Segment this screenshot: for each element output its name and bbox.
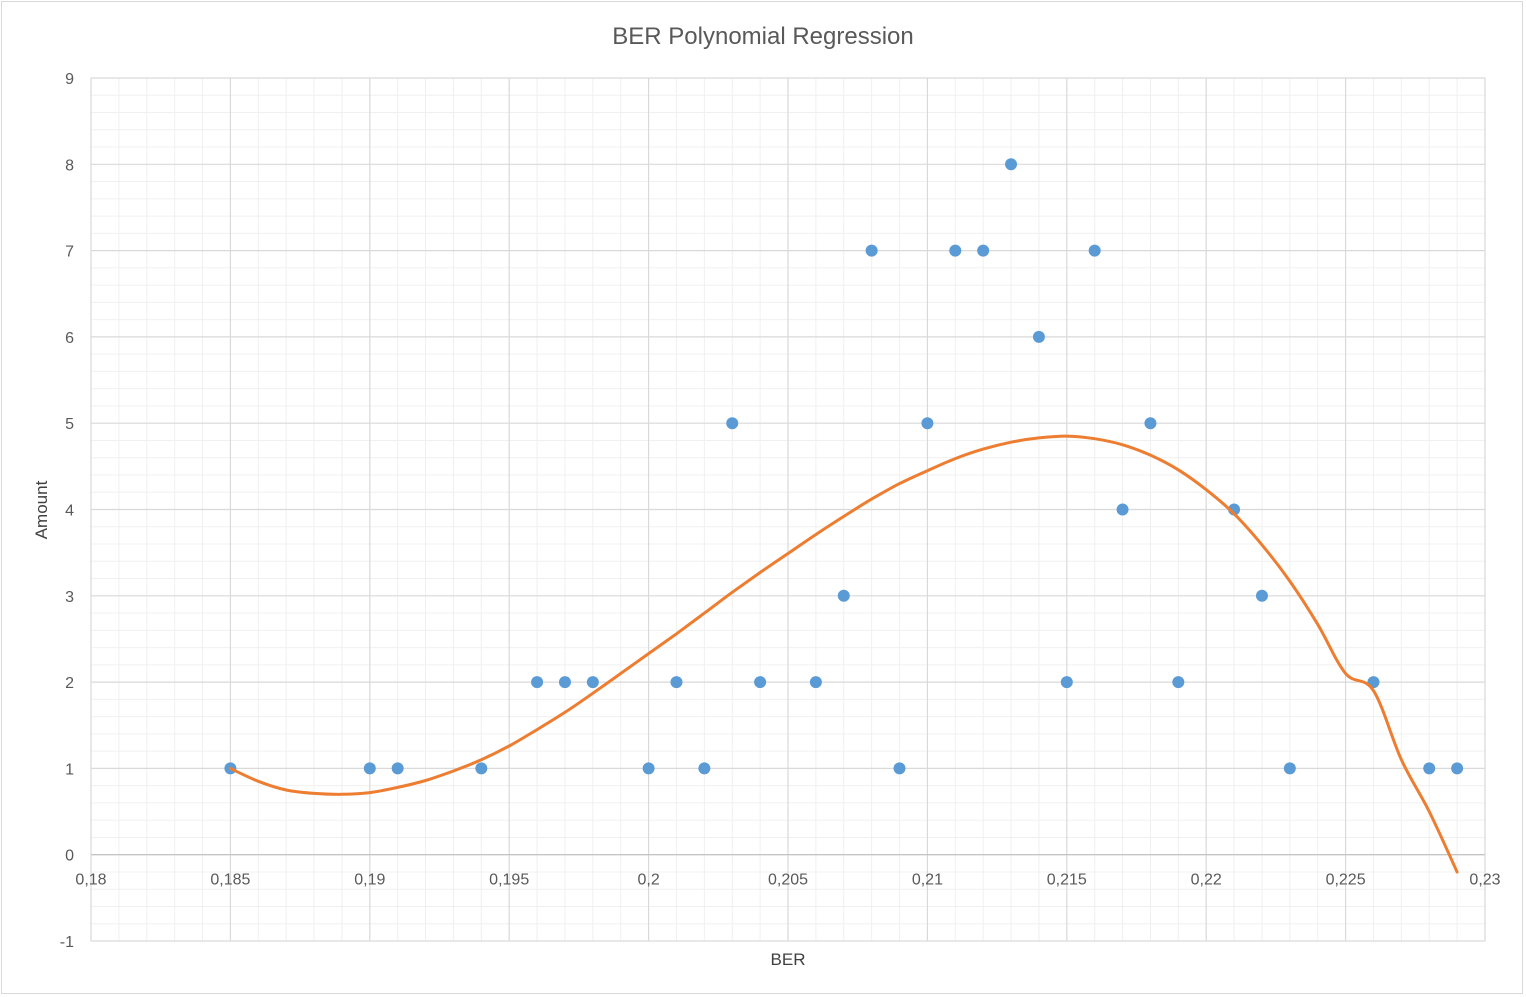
scatter-point (837, 589, 850, 602)
x-tick-label: 0,22 (1191, 872, 1222, 889)
scatter-point (726, 417, 739, 430)
y-axis-label: Amount (32, 480, 51, 539)
scatter-point (670, 676, 683, 689)
scatter-point (1005, 158, 1018, 171)
major-gridlines (90, 77, 1486, 942)
x-tick-label: 0,195 (489, 872, 529, 889)
scatter-point (949, 244, 962, 257)
x-tick-label: 0,18 (75, 872, 106, 889)
y-tick-label: 4 (65, 503, 74, 520)
scatter-point (642, 762, 655, 775)
scatter-point (809, 676, 822, 689)
scatter-point (1172, 676, 1185, 689)
x-tick-label: 0,215 (1047, 872, 1087, 889)
y-tick-label: 3 (65, 589, 74, 606)
y-tick-label: 9 (65, 71, 74, 88)
x-tick-label: 0,2 (637, 872, 659, 889)
scatter-point (1255, 589, 1268, 602)
scatter-point (754, 676, 767, 689)
scatter-point (531, 676, 544, 689)
scatter-point (1116, 503, 1129, 516)
y-tick-label: 8 (65, 157, 74, 174)
polynomial-trendline (228, 434, 1459, 874)
y-tick-label: -1 (60, 934, 74, 951)
scatter-point (1060, 676, 1073, 689)
scatter-point (558, 676, 571, 689)
scatter-point (1032, 330, 1045, 343)
y-tick-labels: -1 0 1 2 3 4 5 6 7 8 9 (60, 71, 74, 951)
x-axis-label: BER (771, 950, 806, 969)
x-tick-labels: 0,18 0,185 0,19 0,195 0,2 0,205 0,21 0,215 0,22 0… (75, 872, 1500, 889)
y-tick-label: 0 (65, 848, 74, 865)
scatter-point (391, 762, 404, 775)
x-tick-label: 0,19 (354, 872, 385, 889)
y-tick-label: 1 (65, 761, 74, 778)
scatter-point (1144, 417, 1157, 430)
x-tick-label: 0,205 (768, 872, 808, 889)
scatter-point (1088, 244, 1101, 257)
scatter-point (698, 762, 711, 775)
scatter-point (893, 762, 906, 775)
scatter-point (1423, 762, 1436, 775)
x-tick-label: 0,225 (1326, 872, 1366, 889)
y-tick-label: 7 (65, 244, 74, 261)
x-tick-label: 0,185 (210, 872, 250, 889)
chart-title: BER Polynomial Regression (612, 23, 913, 50)
x-tick-label: 0,21 (912, 872, 943, 889)
scatter-point (475, 762, 488, 775)
y-tick-label: 2 (65, 675, 74, 692)
scatter-point (921, 417, 934, 430)
y-tick-label: 6 (65, 330, 74, 347)
scatter-point (1283, 762, 1296, 775)
x-tick-label: 0,23 (1469, 872, 1500, 889)
y-tick-label: 5 (65, 416, 74, 433)
scatter-point (977, 244, 990, 257)
scatter-point (1451, 762, 1464, 775)
scatter-series (224, 158, 1464, 775)
plot-area-border (90, 77, 1486, 942)
scatter-point (363, 762, 376, 775)
scatter-point (586, 676, 599, 689)
scatter-point (865, 244, 878, 257)
